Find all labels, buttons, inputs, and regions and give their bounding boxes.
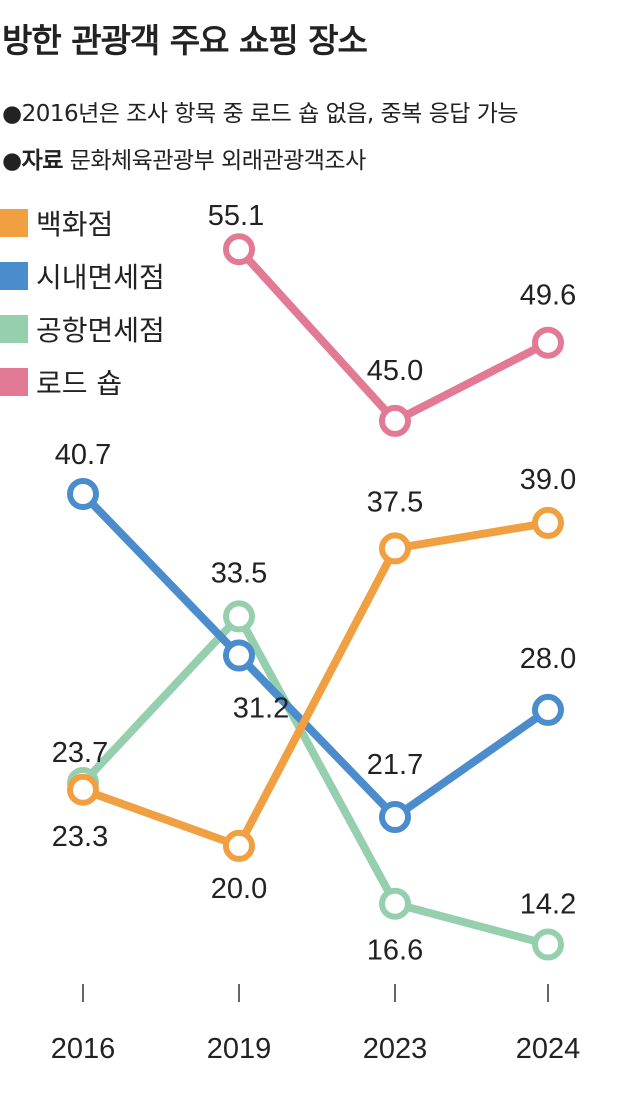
note: ●2016년은 조사 항목 중 로드 숍 없음, 중복 응답 가능: [2, 101, 519, 127]
legend-swatch: [0, 314, 28, 343]
data-point: [223, 600, 255, 633]
data-point: [67, 773, 99, 806]
x-tick-label: 2023: [363, 1033, 428, 1065]
data-point: [532, 326, 564, 359]
legend-label: 백화점: [36, 207, 114, 241]
legend-label: 시내면세점: [36, 260, 165, 294]
data-point: [379, 404, 411, 437]
legend-swatch: [0, 367, 28, 396]
data-point: [379, 532, 411, 565]
data-label: 23.3: [52, 821, 108, 853]
legend: 백화점 시내면세점 공항면세점 로드 숍: [0, 196, 165, 408]
legend-swatch: [0, 208, 28, 237]
data-label: 45.0: [367, 355, 423, 387]
legend-label: 공항면세점: [36, 313, 165, 347]
data-point: [532, 693, 564, 726]
legend-swatch: [0, 261, 28, 290]
data-label: 21.7: [367, 749, 423, 781]
data-point: [532, 928, 564, 961]
legend-item: 백화점: [0, 196, 165, 249]
legend-label: 로드 숍: [36, 366, 123, 400]
source-note: ●자료 문화체육관광부 외래관광객조사: [2, 141, 366, 175]
legend-item: 로드 숍: [0, 355, 165, 408]
x-tick-label: 2016: [51, 1033, 116, 1065]
chart-title: 방한 관광객 주요 쇼핑 장소: [2, 21, 368, 60]
data-label: 37.5: [367, 486, 423, 518]
data-label: 33.5: [211, 557, 267, 589]
data-label: 28.0: [520, 643, 576, 675]
data-label: 16.6: [367, 935, 423, 967]
legend-item: 시내면세점: [0, 249, 165, 302]
data-point: [379, 801, 411, 833]
data-point: [532, 506, 564, 539]
x-tick-label: 2024: [516, 1033, 581, 1065]
data-label: 55.1: [208, 200, 264, 232]
data-point: [223, 233, 255, 266]
data-label: 14.2: [520, 889, 576, 921]
data-label: 39.0: [520, 464, 576, 496]
data-point: [379, 887, 411, 920]
data-label: 49.6: [520, 280, 576, 312]
series-line-백화점: [81, 518, 549, 850]
data-label: 23.7: [52, 737, 108, 769]
data-point: [223, 639, 255, 672]
data-label: 40.7: [55, 439, 111, 471]
data-label: 20.0: [211, 873, 267, 905]
legend-item: 공항면세점: [0, 302, 165, 355]
source-label: ●자료: [2, 148, 63, 174]
series-line-로드 숍: [236, 246, 550, 425]
data-label: 31.2: [233, 693, 289, 725]
x-tick-label: 2019: [207, 1033, 272, 1065]
series-line-공항면세점: [80, 612, 550, 949]
data-point: [223, 829, 255, 862]
series-line-시내면세점: [80, 491, 551, 821]
source-text: 문화체육관광부 외래관광객조사: [69, 148, 367, 174]
data-point: [67, 478, 99, 510]
